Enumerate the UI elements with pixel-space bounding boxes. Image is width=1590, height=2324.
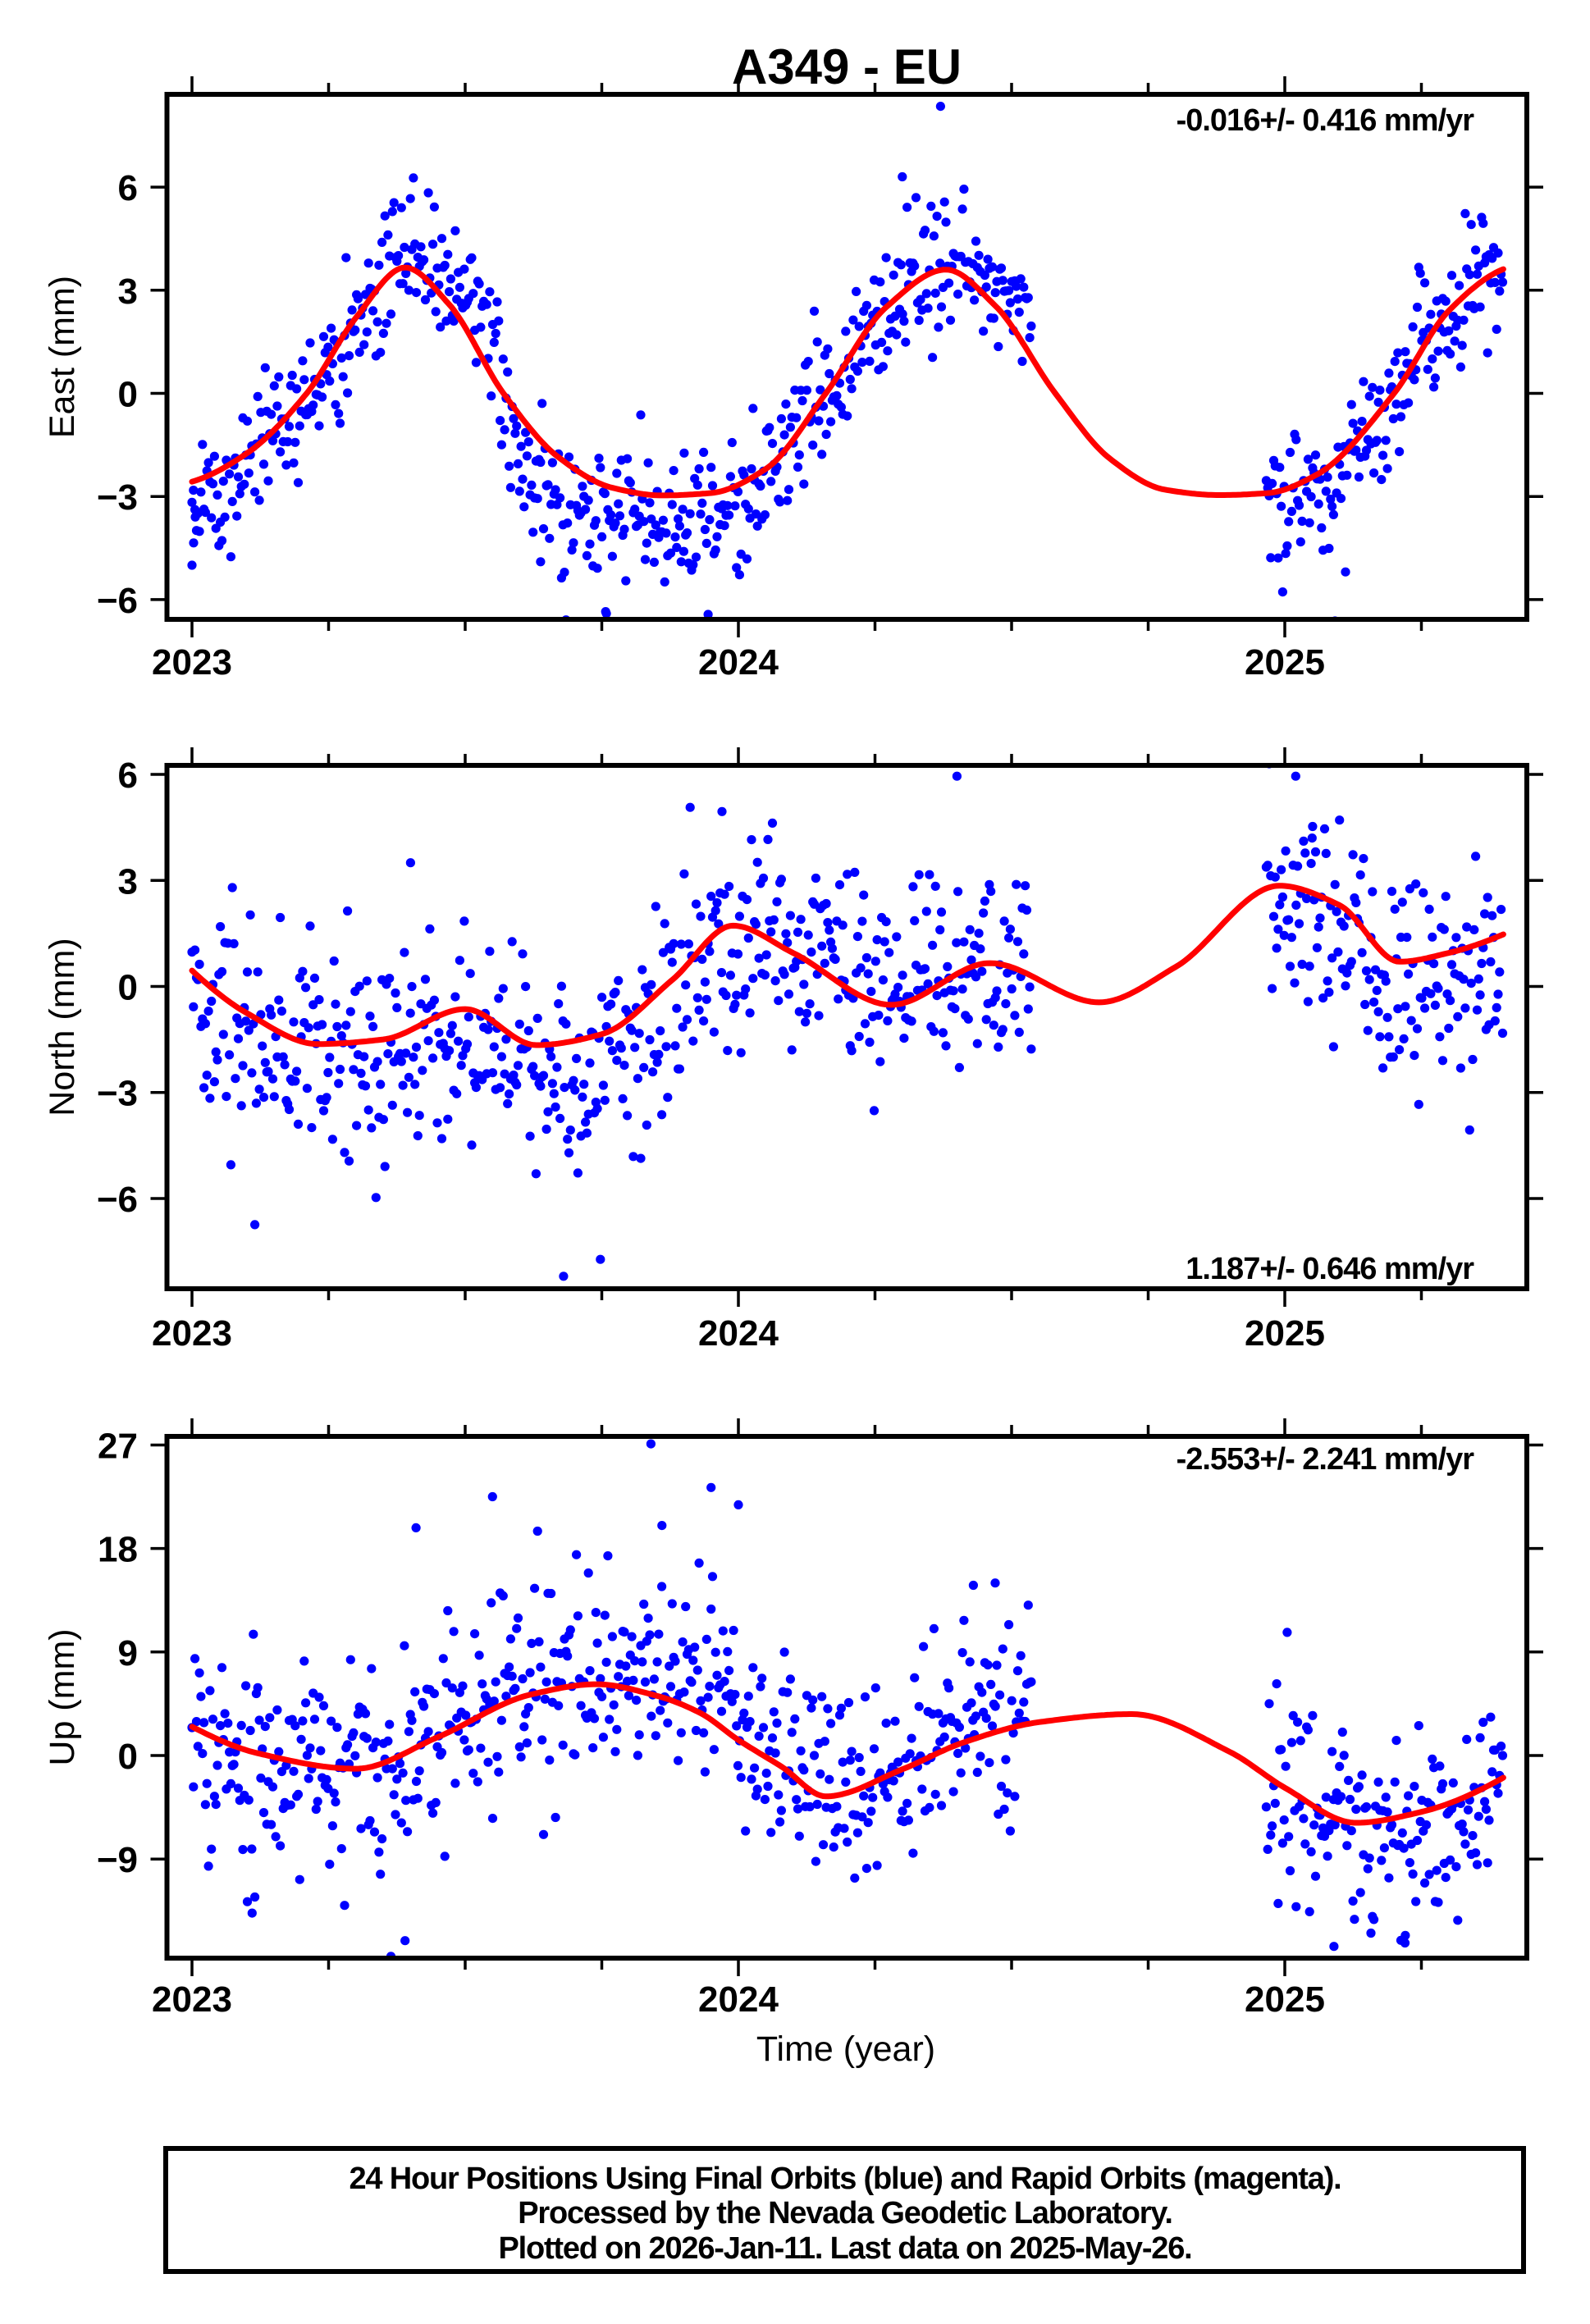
svg-text:Processed by the Nevada Geodet: Processed by the Nevada Geodetic Laborat… — [518, 2196, 1172, 2230]
svg-text:-0.016+/- 0.416 mm/yr: -0.016+/- 0.416 mm/yr — [1177, 103, 1475, 138]
svg-text:−3: −3 — [97, 1074, 138, 1114]
svg-text:−6: −6 — [97, 581, 138, 621]
svg-text:Plotted on 2026-Jan-11. Last d: Plotted on 2026-Jan-11. Last data on 202… — [498, 2231, 1191, 2266]
svg-text:3: 3 — [118, 272, 138, 312]
svg-text:A349 - EU: A349 - EU — [732, 39, 962, 94]
svg-text:24 Hour Positions Using Final: 24 Hour Positions Using Final Orbits (bl… — [349, 2162, 1341, 2196]
svg-text:2024: 2024 — [698, 1979, 779, 2020]
svg-text:0: 0 — [118, 375, 138, 415]
svg-text:6: 6 — [118, 168, 138, 208]
svg-text:2023: 2023 — [152, 1313, 232, 1354]
svg-text:1.187+/- 0.646 mm/yr: 1.187+/- 0.646 mm/yr — [1186, 1252, 1474, 1286]
svg-text:East (mm): East (mm) — [43, 276, 82, 438]
svg-text:2025: 2025 — [1245, 1979, 1325, 2020]
svg-text:2024: 2024 — [698, 642, 779, 683]
svg-text:0: 0 — [118, 968, 138, 1008]
svg-text:0: 0 — [118, 1737, 138, 1777]
svg-text:27: 27 — [98, 1427, 138, 1467]
svg-text:−3: −3 — [97, 477, 138, 518]
svg-text:6: 6 — [118, 756, 138, 796]
svg-text:9: 9 — [118, 1633, 138, 1673]
svg-text:Up (mm): Up (mm) — [43, 1628, 82, 1765]
svg-text:-2.553+/- 2.241 mm/yr: -2.553+/- 2.241 mm/yr — [1177, 1442, 1475, 1477]
svg-text:3: 3 — [118, 861, 138, 902]
svg-text:2025: 2025 — [1245, 1313, 1325, 1354]
svg-text:−9: −9 — [97, 1840, 138, 1880]
svg-text:2024: 2024 — [698, 1313, 779, 1354]
svg-text:North (mm): North (mm) — [43, 938, 82, 1116]
svg-text:−6: −6 — [97, 1180, 138, 1220]
svg-text:Time (year): Time (year) — [756, 2030, 935, 2069]
svg-text:2023: 2023 — [152, 1979, 232, 2020]
svg-text:2025: 2025 — [1245, 642, 1325, 683]
svg-text:18: 18 — [98, 1530, 138, 1570]
svg-text:2023: 2023 — [152, 642, 232, 683]
